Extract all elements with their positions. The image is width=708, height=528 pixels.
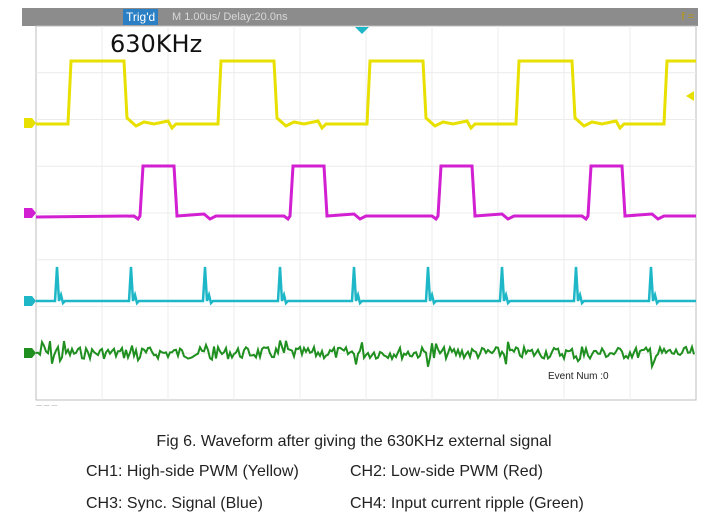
ch2-ground-marker-icon xyxy=(24,208,36,218)
ch3-ground-marker-icon xyxy=(24,296,36,306)
trigger-status-badge: Trig'd xyxy=(123,9,159,25)
frequency-readout-indicator: f = xyxy=(681,11,694,23)
timebase-readout: M 1.00us/ Delay:20.0ns xyxy=(172,11,288,23)
figure-caption: Fig 6. Waveform after giving the 630KHz … xyxy=(156,433,552,450)
legend-ch1: CH1: High-side PWM (Yellow) xyxy=(86,463,299,480)
bottom-scale-mark: — — — xyxy=(36,403,57,408)
ch4-waveform xyxy=(35,339,695,371)
trigger-position-marker xyxy=(355,27,369,34)
ch1-waveform xyxy=(36,59,696,131)
scope-status-bar: Trig'd M 1.00us/ Delay:20.0ns f = xyxy=(22,8,698,26)
ch3-waveform xyxy=(36,266,696,306)
graticule-grid xyxy=(36,26,696,400)
trigger-level-marker xyxy=(686,91,694,101)
ch4-ground-marker-icon xyxy=(24,348,36,358)
event-counter: Event Num :0 xyxy=(548,371,609,382)
legend-ch3: CH3: Sync. Signal (Blue) xyxy=(86,495,263,512)
ch2-waveform xyxy=(35,164,696,222)
frequency-annotation: 630KHz xyxy=(110,30,203,58)
legend-ch4: CH4: Input current ripple (Green) xyxy=(350,495,584,512)
oscilloscope-display: Trig'd M 1.00us/ Delay:20.0ns f = — — — xyxy=(22,8,698,408)
ch1-ground-marker-icon xyxy=(24,118,36,128)
waveform-area: — — — xyxy=(24,25,697,408)
legend-ch2: CH2: Low-side PWM (Red) xyxy=(350,463,543,480)
